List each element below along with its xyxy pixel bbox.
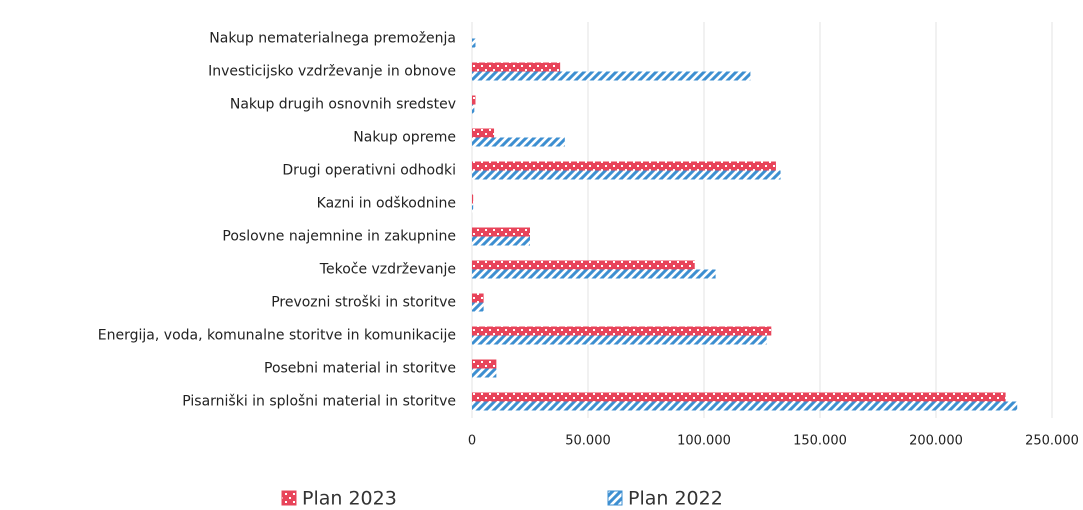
bar: [472, 359, 497, 369]
y-tick-label: Investicijsko vzdrževanje in obnove: [208, 64, 456, 80]
bar: [472, 269, 716, 279]
x-tick-label: 200.000: [909, 434, 963, 449]
bar: [472, 401, 1018, 411]
bar: [472, 137, 565, 147]
x-tick-label: 100.000: [677, 434, 731, 449]
x-tick-label: 150.000: [793, 434, 847, 449]
bar: [472, 326, 772, 336]
x-tick-label: 50.000: [565, 434, 611, 449]
y-tick-label: Drugi operativni odhodki: [282, 163, 456, 179]
y-tick-label: Prevozni stroški in storitve: [271, 295, 456, 311]
y-tick-label: Nakup nematerialnega premoženja: [209, 31, 456, 47]
y-tick-label: Tekoče vzdrževanje: [319, 262, 456, 278]
bar: [472, 128, 495, 138]
legend-marker: [607, 490, 623, 506]
bar: [472, 71, 751, 81]
y-tick-label: Energija, voda, komunalne storitve in ko…: [98, 328, 456, 344]
bar: [472, 170, 781, 180]
y-tick-label: Kazni in odškodnine: [317, 196, 456, 212]
bar: [472, 38, 476, 48]
legend-marker: [281, 490, 297, 506]
y-tick-label: Nakup opreme: [353, 130, 456, 146]
bar: [472, 302, 484, 312]
y-tick-label: Nakup drugih osnovnih sredstev: [230, 97, 456, 113]
bar: [472, 368, 497, 378]
x-tick-label: 250.000: [1025, 434, 1079, 449]
bar: [472, 194, 474, 204]
bar: [472, 95, 476, 105]
y-tick-label: Pisarniški in splošni material in storit…: [182, 394, 456, 410]
bar: [472, 293, 484, 303]
bar: [472, 161, 776, 171]
bar: [472, 236, 530, 246]
bar: [472, 260, 695, 270]
y-tick-label: Posebni material in storitve: [264, 361, 456, 377]
bar: [472, 104, 475, 114]
x-tick-label: 0: [468, 434, 476, 449]
bar: [472, 227, 530, 237]
legend-label: Plan 2023: [302, 488, 397, 510]
bar: [472, 392, 1006, 402]
bar: [472, 62, 561, 72]
bar: [472, 203, 474, 213]
y-tick-label: Poslovne najemnine in zakupnine: [222, 229, 456, 245]
legend-label: Plan 2022: [628, 488, 723, 510]
bar: [472, 335, 767, 345]
